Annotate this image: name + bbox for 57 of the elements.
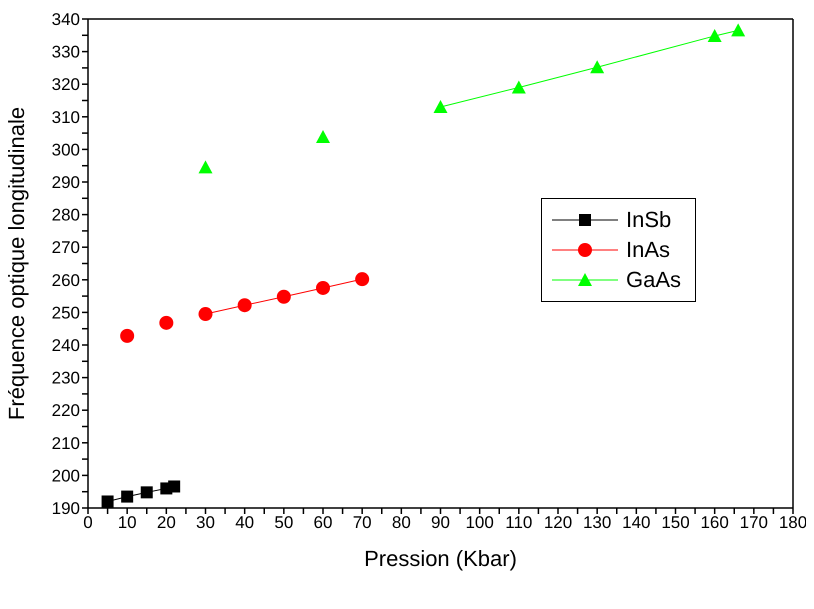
x-tick-label: 90 (431, 513, 450, 532)
point (198, 307, 212, 322)
x-tick-label: 160 (700, 513, 729, 532)
y-tick-label: 240 (52, 336, 80, 356)
x-tick-label: 170 (740, 513, 768, 532)
point (708, 28, 722, 42)
point (434, 100, 448, 114)
y-tick-label: 200 (52, 466, 80, 486)
x-tick-label: 120 (544, 513, 572, 532)
y-tick-label: 210 (52, 434, 80, 453)
y-tick-label: 330 (52, 42, 80, 62)
point (102, 495, 114, 508)
y-tick-label: 230 (52, 368, 80, 388)
x-tick-label: 130 (582, 513, 612, 532)
x-axis-title: Pression (Kbar) (364, 546, 517, 571)
point (168, 480, 180, 492)
x-tick-label: 0 (83, 513, 93, 532)
y-axis-title: Fréquence optique longitudinale (4, 106, 29, 420)
x-tick-label: 140 (622, 513, 651, 532)
point (238, 298, 252, 312)
y-tick-label: 340 (52, 10, 80, 30)
y-tick-label: 270 (52, 238, 80, 258)
y-tick-label: 250 (52, 303, 80, 322)
point (120, 328, 134, 343)
y-tick-label: 260 (52, 270, 80, 290)
y-tick-label: 190 (52, 499, 80, 518)
x-tick-label: 100 (465, 513, 494, 532)
x-tick-label: 20 (156, 513, 176, 532)
point (316, 130, 330, 144)
x-tick-label: 150 (661, 513, 690, 532)
y-tick-label: 320 (52, 75, 80, 94)
y-tick-label: 310 (52, 108, 80, 127)
legend-label: GaAs (626, 267, 681, 293)
x-tick-label: 70 (352, 513, 372, 532)
y-tick-label: 220 (52, 401, 80, 420)
point (198, 160, 212, 174)
x-tick-label: 30 (196, 513, 215, 532)
legend-label: InAs (626, 237, 670, 263)
y-tick-label: 280 (52, 206, 80, 225)
point (276, 290, 291, 304)
point (159, 316, 174, 330)
x-tick-label: 60 (314, 513, 332, 532)
point (590, 60, 604, 74)
x-tick-label: 50 (274, 513, 294, 532)
point (140, 486, 153, 498)
y-tick-label: 300 (52, 140, 80, 160)
y-tick-label: 290 (52, 173, 80, 192)
point (316, 280, 330, 295)
point (121, 490, 134, 503)
point (731, 23, 746, 36)
point (512, 80, 526, 94)
x-tick-label: 10 (118, 513, 137, 532)
x-tick-label: 110 (505, 513, 532, 532)
legend-label: InSb (626, 207, 672, 233)
x-tick-label: 80 (392, 513, 411, 532)
x-tick-label: 40 (235, 513, 254, 532)
point (355, 272, 370, 286)
